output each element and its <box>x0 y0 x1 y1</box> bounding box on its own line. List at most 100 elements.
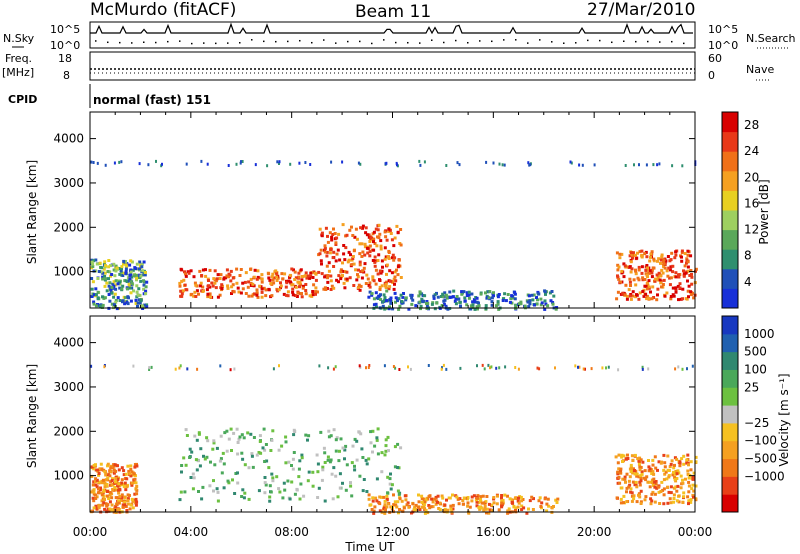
data-cell-0-4-153 <box>660 253 664 257</box>
data-cell-1-4-58 <box>536 366 539 370</box>
data-cell-0-0-68 <box>143 305 147 309</box>
data-cell-0-1-10 <box>308 294 312 298</box>
data-cell-1-1-179 <box>386 475 390 479</box>
data-cell-1-1-19 <box>329 434 333 438</box>
data-cell-1-2-122 <box>490 503 494 507</box>
data-cell-1-3-150 <box>691 483 695 487</box>
data-cell-0-2-29 <box>334 259 338 263</box>
data-cell-0-3-167 <box>433 307 437 311</box>
data-cell-1-3-159 <box>662 493 666 497</box>
data-cell-0-1-70 <box>304 271 308 275</box>
data-cell-1-3-10 <box>623 475 627 479</box>
data-cell-0-2-237 <box>367 284 371 287</box>
data-cell-0-4-27 <box>624 283 628 287</box>
data-cell-0-0-231 <box>91 262 95 266</box>
data-cell-0-2-38 <box>391 253 395 257</box>
data-cell-1-3-38 <box>653 500 657 504</box>
data-cell-1-2-221 <box>466 501 470 505</box>
data-cell-0-3-40 <box>465 303 469 307</box>
data-cell-0-4-62 <box>637 265 641 269</box>
data-cell-0-4-19 <box>645 297 649 301</box>
data-cell-1-2-115 <box>367 493 371 497</box>
data-cell-0-1-165 <box>311 290 315 293</box>
data-cell-0-1-207 <box>267 288 271 292</box>
data-cell-1-0-157 <box>108 491 112 494</box>
data-cell-0-5-58 <box>266 164 269 168</box>
data-cell-0-1-109 <box>249 267 253 271</box>
data-cell-0-5-28 <box>569 160 572 164</box>
data-cell-0-0-47 <box>128 263 132 267</box>
data-cell-1-3-102 <box>649 497 653 501</box>
data-cell-0-1-177 <box>316 290 319 294</box>
data-cell-1-2-157 <box>375 499 379 503</box>
data-cell-0-0-42 <box>121 274 125 277</box>
data-cell-0-0-139 <box>96 303 100 307</box>
data-cell-0-3-183 <box>442 302 446 306</box>
data-cell-1-0-97 <box>92 499 96 503</box>
data-cell-1-0-105 <box>130 497 134 501</box>
data-cell-1-3-79 <box>689 498 693 502</box>
data-cell-0-1-135 <box>213 281 217 285</box>
data-cell-0-4-78 <box>683 272 686 276</box>
data-cell-0-3-251 <box>490 296 494 300</box>
data-cell-1-4-65 <box>365 366 367 370</box>
data-cell-0-2-66 <box>326 240 330 244</box>
nsearch-dot-191 <box>191 42 193 45</box>
data-cell-1-1-29 <box>264 483 268 487</box>
data-cell-1-1-220 <box>200 497 204 501</box>
data-cell-1-2-39 <box>436 494 440 498</box>
data-cell-0-2-108 <box>329 274 333 278</box>
data-cell-1-2-246 <box>510 501 514 504</box>
data-cell-0-3-3 <box>439 295 443 298</box>
data-cell-1-1-44 <box>293 492 297 496</box>
data-cell-0-0-17 <box>109 274 113 278</box>
data-cell-1-2-3 <box>555 501 559 504</box>
data-cell-1-1-243 <box>349 481 352 485</box>
data-cell-0-4-20 <box>629 270 633 274</box>
data-cell-0-4-191 <box>674 271 678 275</box>
data-cell-0-1-222 <box>201 290 205 293</box>
data-cell-1-3-42 <box>682 462 686 466</box>
data-cell-0-1-116 <box>226 286 230 290</box>
data-cell-1-4-6 <box>178 366 181 370</box>
data-cell-1-1-24 <box>179 490 183 494</box>
data-cell-0-4-173 <box>690 272 693 276</box>
data-cell-1-4-47 <box>490 365 493 369</box>
data-cell-0-4-79 <box>684 297 688 301</box>
data-cell-1-3-117 <box>694 484 698 488</box>
data-cell-1-3-23 <box>637 492 641 496</box>
data-cell-1-4-31 <box>577 365 579 369</box>
data-cell-1-0-257 <box>105 504 109 508</box>
data-cell-0-3-149 <box>448 296 452 299</box>
data-cell-1-1-126 <box>390 483 394 487</box>
data-cell-1-3-163 <box>680 457 684 461</box>
data-cell-1-1-6 <box>399 446 403 450</box>
data-cell-1-0-84 <box>104 473 108 477</box>
data-cell-1-3-240 <box>678 460 682 464</box>
data-cell-0-2-74 <box>388 285 392 289</box>
data-cell-0-3-232 <box>513 292 517 296</box>
data-cell-1-1-182 <box>396 489 400 493</box>
data-cell-0-2-16 <box>367 233 371 237</box>
data-cell-0-2-259 <box>395 268 398 272</box>
data-cell-1-3-182 <box>674 485 678 489</box>
data-cell-0-4-21 <box>641 278 645 282</box>
data-cell-1-0-62 <box>126 464 130 468</box>
data-cell-1-0-217 <box>121 505 125 509</box>
data-cell-1-2-248 <box>470 495 474 499</box>
data-cell-0-4-160 <box>644 250 648 254</box>
data-cell-1-0-135 <box>107 509 111 513</box>
data-cell-1-3-136 <box>619 486 623 490</box>
data-cell-1-2-23 <box>485 495 489 498</box>
data-cell-1-3-153 <box>664 470 668 474</box>
data-cell-1-2-47 <box>380 495 384 499</box>
data-cell-0-0-206 <box>92 293 96 297</box>
data-cell-1-3-57 <box>669 462 673 466</box>
colorbar-cell-1-7 <box>722 369 738 388</box>
data-cell-1-1-94 <box>343 448 347 452</box>
data-cell-1-3-106 <box>682 495 686 499</box>
data-cell-0-5-54 <box>485 160 488 164</box>
data-cell-1-3-229 <box>648 467 652 471</box>
data-cell-0-4-65 <box>625 294 629 298</box>
